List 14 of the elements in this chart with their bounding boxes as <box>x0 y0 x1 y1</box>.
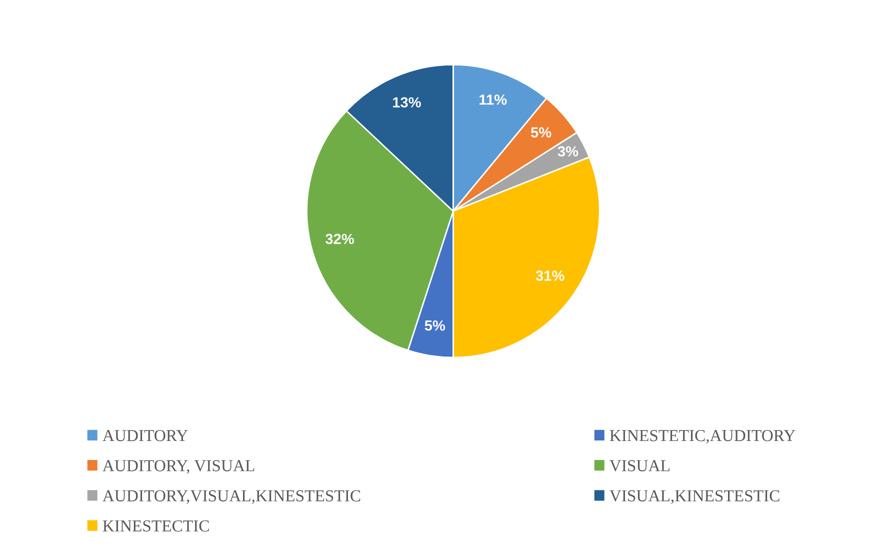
legend-label: AUDITORY, VISUAL <box>102 460 254 474</box>
legend-label: KINESTECTIC <box>102 520 209 532</box>
data-label: 5% <box>530 127 552 138</box>
legend-label: AUDITORY <box>102 430 188 442</box>
data-label: 3% <box>558 146 578 157</box>
legend-label: VISUAL,KINESTESTIC <box>610 490 780 504</box>
legend-label: KINESTETIC,AUDITORY <box>610 430 796 444</box>
legend-label: AUDITORY,VISUAL,KINESTESTIC <box>102 490 360 504</box>
data-label: 5% <box>424 320 446 331</box>
data-label: 32% <box>326 234 354 244</box>
legend-label: VISUAL <box>610 460 670 472</box>
data-label: 11% <box>480 94 507 105</box>
data-label: 31% <box>536 270 564 281</box>
data-label: 13% <box>393 97 421 108</box>
